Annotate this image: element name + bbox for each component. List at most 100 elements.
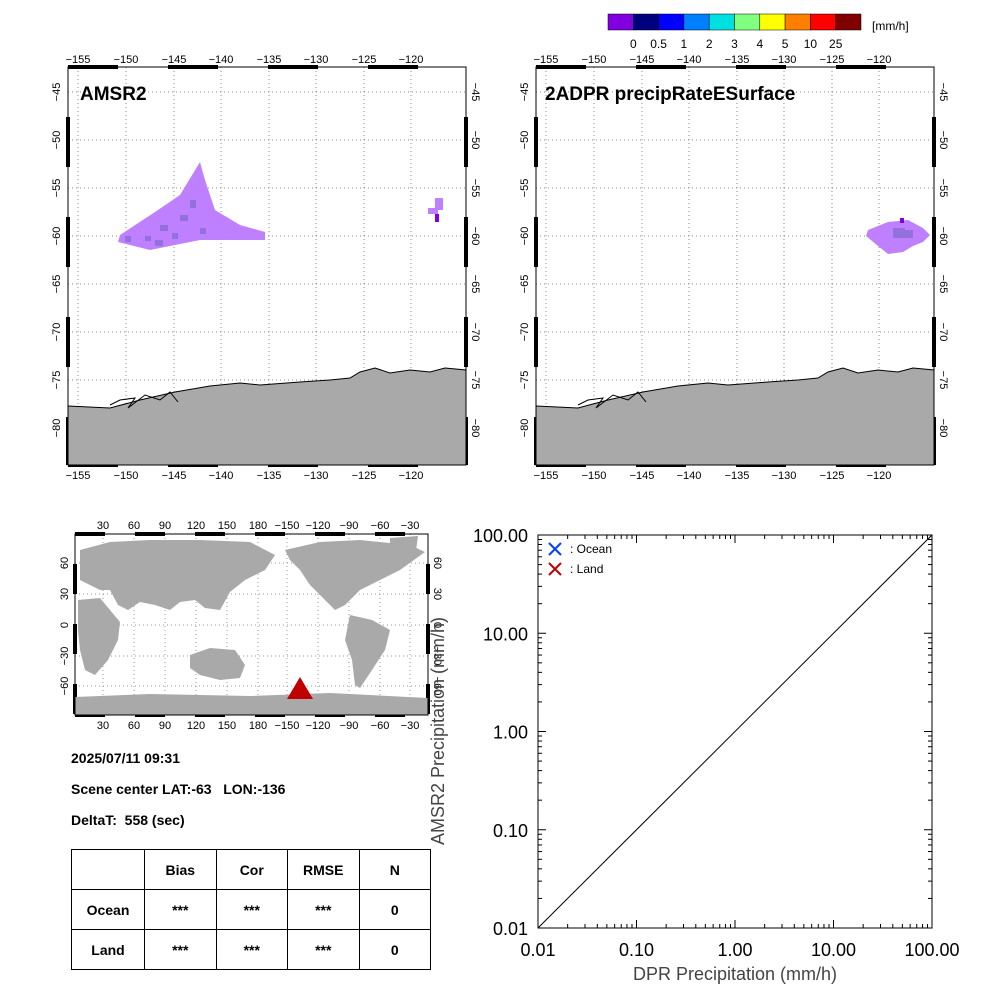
lon-tick-label: −120	[867, 54, 892, 66]
colorbar-boxes	[607, 13, 862, 31]
continent-south-america	[345, 615, 390, 688]
stats-cell-cor: ***	[215, 889, 288, 930]
rain-cell	[190, 200, 196, 208]
scene-center: Scene center LAT:-63 LON:-136	[71, 781, 286, 797]
lon-tick-label: 120	[187, 520, 205, 532]
colorbar-labels: 0 0.5 1 2 3 4 5 10 25	[630, 37, 843, 51]
globe-frame-outline	[74, 533, 429, 716]
stats-cell-bias: ***	[144, 889, 217, 930]
map-frame-outline	[535, 66, 935, 466]
stats-row-label: Ocean	[71, 889, 145, 930]
lon-tick-label: −30	[401, 720, 420, 732]
lat-tick-label: −80	[519, 419, 531, 438]
colorbar-box	[734, 13, 761, 31]
stats-header-row: Bias Cor RMSE N	[71, 849, 431, 890]
colorbar-label: 25	[829, 37, 843, 51]
stats-cell-n: 0	[358, 929, 431, 970]
x-tick-label: 0.10	[619, 940, 654, 960]
rain-cell	[172, 233, 178, 239]
lat-tick-label: −75	[51, 371, 63, 390]
rain-cell	[900, 218, 904, 223]
colorbar-box	[607, 13, 634, 31]
lon-tick-label: 30	[97, 520, 109, 532]
stats-header-cor: Cor	[215, 849, 288, 890]
lat-tick-label: 0	[59, 622, 71, 628]
colorbar-label: 10	[804, 37, 818, 51]
antarctica-land	[67, 367, 467, 466]
y-tick-label: 0.10	[493, 821, 528, 841]
rain-cell	[435, 198, 443, 210]
lon-tick-label: 90	[159, 520, 171, 532]
stats-corner	[71, 849, 145, 890]
scene-location-marker	[287, 677, 313, 699]
lat-tick-label: −80	[51, 419, 63, 438]
scatter-legend: : Ocean : Land	[548, 542, 612, 576]
lon-tick-label: −150	[114, 54, 139, 66]
lon-tick-label: −140	[677, 470, 702, 482]
lon-tick-label: −150	[582, 470, 607, 482]
lon-tick-label: −155	[66, 470, 91, 482]
lon-tick-label: −120	[867, 470, 892, 482]
continents	[75, 536, 428, 715]
lon-tick-label: −145	[162, 54, 187, 66]
antarctica-land	[535, 367, 935, 466]
stats-cell-cor: ***	[215, 929, 288, 970]
lon-tick-label: −150	[114, 470, 139, 482]
rain-cells	[866, 218, 930, 254]
y-axis-label: AMSR2 Precipitation (mm/h)	[428, 617, 448, 845]
lat-tick-label: −45	[937, 83, 949, 102]
lon-tick-label: −130	[772, 54, 797, 66]
lat-tick-label: −55	[469, 179, 481, 198]
lon-tick-label: −60	[371, 720, 390, 732]
colorbar-box	[835, 13, 862, 31]
rain-cell	[160, 225, 168, 231]
y-tick-label: 0.01	[493, 919, 528, 939]
lon-tick-label: −150	[275, 720, 300, 732]
scatter-chart: 0.01 0.10 1.00 10.00 100.00 0.01 0.10 1.00 10.00…	[428, 526, 960, 984]
legend-marker	[548, 562, 562, 576]
lat-tick-label: −45	[51, 83, 63, 102]
lat-tick-label: 60	[431, 557, 443, 569]
lat-tick-label: −70	[469, 323, 481, 342]
lon-tick-label: −155	[534, 54, 559, 66]
lon-tick-label: −120	[306, 720, 331, 732]
lat-tick-label: −60	[519, 227, 531, 246]
stats-header-rmse: RMSE	[287, 849, 360, 890]
stats-cell-rmse: ***	[287, 889, 360, 930]
legend-label: : Ocean	[570, 542, 612, 556]
continent-eurasia	[80, 540, 275, 610]
rain-cells	[118, 162, 443, 250]
lat-tick-label: −30	[431, 647, 443, 666]
one-to-one-line	[537, 534, 933, 929]
lon-tick-label: 120	[187, 720, 205, 732]
lon-tick-label: −135	[257, 54, 282, 66]
colorbar-box	[759, 13, 786, 31]
lon-tick-label: −150	[275, 520, 300, 532]
coastline-detail	[577, 391, 647, 409]
colorbar-label: 0.5	[650, 37, 667, 51]
lon-tick-label: 30	[97, 720, 109, 732]
lon-tick-label: 150	[218, 520, 236, 532]
stats-row-label: Land	[71, 929, 145, 970]
colorbar-label: 1	[681, 37, 688, 51]
y-tick-label: 100.00	[473, 526, 528, 546]
lat-tick-label: −60	[51, 227, 63, 246]
rain-cell	[435, 214, 439, 222]
rain-cell	[180, 215, 188, 221]
lat-tick-label: 30	[59, 588, 71, 600]
colorbar-label: 4	[756, 37, 763, 51]
legend-label: : Land	[570, 562, 603, 576]
lon-tick-label: −120	[399, 470, 424, 482]
lat-tick-label: −65	[937, 275, 949, 294]
amsr2-map-title: AMSR2	[80, 84, 147, 105]
lon-tick-label: −135	[257, 470, 282, 482]
stats-cell-n: 0	[358, 889, 431, 930]
lon-tick-label: −155	[534, 470, 559, 482]
lat-tick-label: −70	[937, 323, 949, 342]
lon-tick-label: 90	[159, 720, 171, 732]
lon-tick-label: −145	[162, 470, 187, 482]
lat-tick-label: −70	[519, 323, 531, 342]
lat-tick-label: −60	[469, 227, 481, 246]
amsr2-map: AMSR2 −155 −155 −150 −150 −145 −145 −140 −140 −1…	[51, 54, 481, 482]
lon-tick-label: −135	[725, 54, 750, 66]
